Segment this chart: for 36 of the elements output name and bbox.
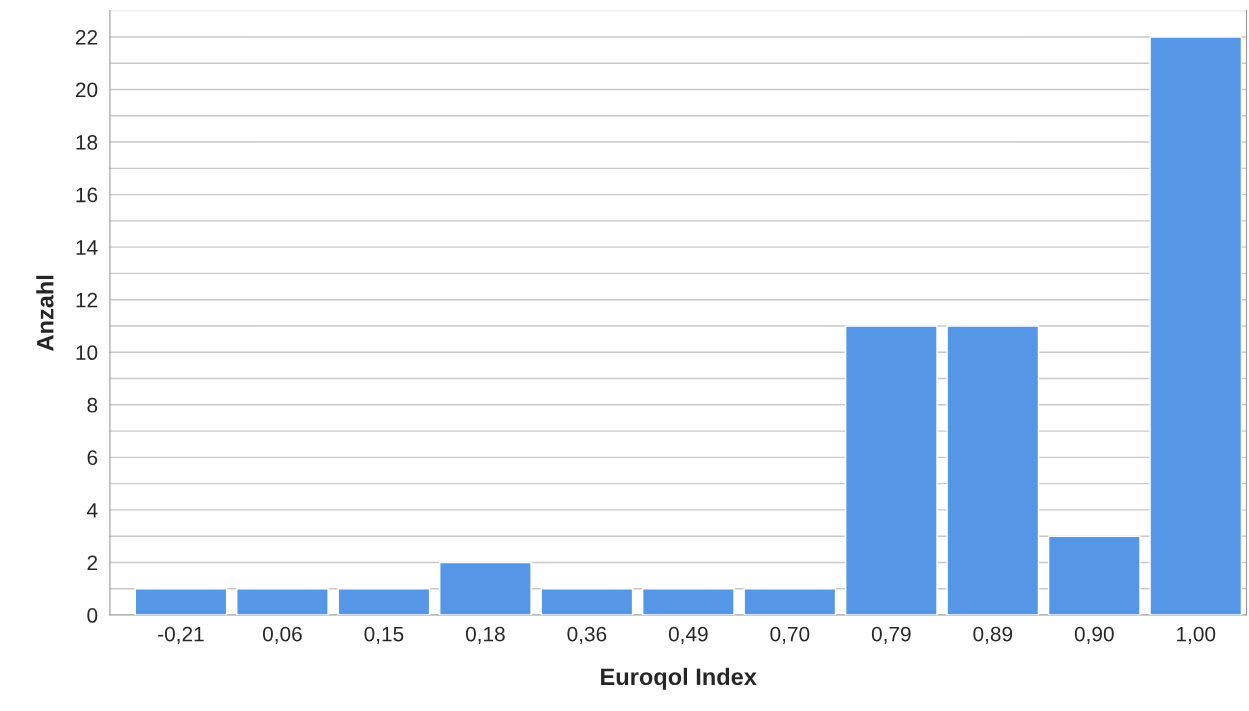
y-tick-label: 12 (76, 292, 98, 308)
y-tick-label: 20 (75, 82, 98, 98)
x-tick-label: 0,18 (465, 626, 505, 644)
bar (337, 588, 431, 616)
bar (134, 588, 228, 616)
x-axis-title: Euroqol Index (601, 667, 757, 690)
bar (641, 588, 735, 616)
bar (439, 561, 532, 616)
y-tick-label: 4 (87, 503, 98, 518)
y-tick-label: 0 (87, 608, 98, 623)
x-tick-label: 0,90 (1074, 626, 1114, 644)
y-tick-label: 14 (76, 240, 98, 255)
y-tick-label: 18 (76, 135, 98, 150)
x-tick-label: 0,89 (973, 626, 1013, 644)
bar (844, 325, 938, 616)
x-tick-label: -0,21 (158, 626, 204, 644)
y-tick-label: 6 (87, 450, 98, 466)
x-tick-label: 0,06 (262, 626, 302, 644)
y-axis-title: Anzahl (36, 275, 54, 351)
x-tick-label: 0,36 (567, 626, 607, 644)
y-tick-label: 10 (76, 345, 98, 361)
bar (946, 325, 1040, 616)
bar (236, 588, 329, 616)
x-tick-label: 0,70 (770, 626, 810, 644)
bar (743, 588, 837, 616)
y-tick-label: 2 (87, 555, 98, 571)
x-tick-label: 0,79 (871, 626, 911, 644)
bar (1047, 535, 1141, 616)
bar (540, 588, 634, 616)
x-tick-label: 0,15 (364, 626, 404, 644)
x-tick-label: 0,49 (668, 626, 708, 644)
y-tick-label: 16 (76, 187, 98, 203)
y-tick-label: 8 (87, 397, 98, 413)
bar (1149, 36, 1243, 616)
x-tick-label: 1,00 (1177, 626, 1216, 644)
y-tick-label: 22 (75, 29, 98, 45)
